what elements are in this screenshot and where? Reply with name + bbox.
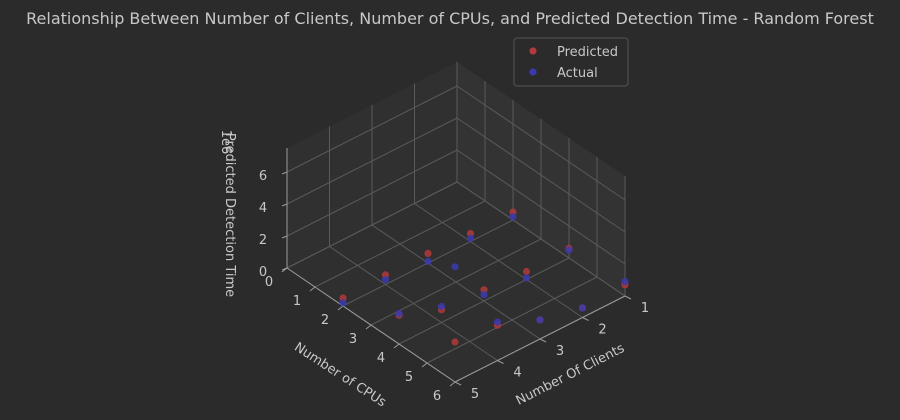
x-tick-label: 5	[471, 387, 479, 402]
actual-point	[565, 246, 573, 254]
y-tick-mark	[449, 381, 456, 387]
grid-line-z-left	[286, 149, 458, 237]
y-tick-mark	[393, 343, 400, 349]
actual-point	[451, 263, 459, 271]
actual-point	[466, 234, 475, 242]
z-tick-label: 2	[259, 233, 267, 248]
grid-line-z-right	[456, 149, 626, 265]
y-axis-label: Number of CPUs	[291, 340, 388, 411]
z-tick-mark	[281, 203, 288, 207]
data-points	[339, 208, 629, 346]
x-tick-mark	[582, 317, 589, 321]
tick-labels: 1 2 3 4 5 0 1 2 3 4 5 6 0 2 4 6	[259, 169, 649, 404]
y-tick-label: 4	[377, 351, 385, 366]
actual-point	[522, 274, 531, 282]
actual-point	[493, 318, 502, 326]
x-tick-label: 1	[641, 301, 649, 316]
y-tick-label: 5	[405, 370, 413, 385]
z-tick-label: 6	[259, 169, 267, 184]
y-tick-mark	[337, 305, 344, 311]
y-tick-label: 1	[293, 294, 301, 309]
actual-point	[480, 291, 488, 299]
grid-line-z-right	[456, 85, 626, 201]
actual-point	[509, 213, 517, 221]
z-tick-label: 0	[259, 265, 267, 280]
actual-point	[536, 316, 544, 324]
axes-panes	[287, 62, 625, 382]
actual-point	[621, 278, 629, 286]
x-tick-mark	[539, 338, 547, 343]
x-tick-label: 3	[556, 344, 564, 359]
x-tick-label: 4	[513, 366, 521, 381]
x-tick-mark	[624, 295, 632, 300]
y-tick-mark	[421, 362, 428, 368]
chart-title: Relationship Between Number of Clients, …	[26, 9, 874, 28]
legend-label-actual: Actual	[557, 66, 598, 81]
grid-line-z-right	[456, 181, 626, 297]
x-axis-label: Number Of Clients	[514, 341, 628, 409]
z-axis-label: Predicted Detection Time	[222, 133, 237, 297]
legend-marker-predicted	[529, 47, 537, 55]
predicted-point	[424, 249, 432, 257]
grid-line-z-left	[286, 85, 458, 173]
y-tick-mark	[309, 286, 316, 292]
z-tick-mark	[281, 171, 288, 175]
y-tick-mark	[365, 324, 372, 330]
grid-line-z-left	[286, 117, 458, 205]
axis-lines	[281, 148, 632, 387]
legend-box	[513, 37, 629, 87]
x-tick-label: 2	[598, 323, 606, 338]
actual-point	[424, 257, 432, 265]
actual-point	[339, 299, 347, 307]
grid-line-y-floor	[314, 200, 486, 288]
actual-point	[381, 276, 390, 284]
legend: Predicted Actual	[513, 37, 629, 87]
x-tick-mark	[454, 381, 462, 386]
actual-point	[395, 310, 403, 318]
z-offset-label: 1e6	[218, 130, 233, 155]
z-tick-mark	[281, 235, 288, 239]
actual-point	[578, 304, 587, 312]
predicted-point	[451, 338, 459, 346]
grid-line-z-left	[286, 181, 458, 269]
z-tick-mark	[281, 267, 288, 271]
grid-line-z-right	[456, 117, 626, 233]
legend-label-predicted: Predicted	[557, 45, 618, 60]
x-tick-mark	[497, 360, 504, 364]
y-tick-label: 6	[433, 389, 441, 404]
grid-line-y-floor	[426, 276, 598, 364]
y-tick-label: 3	[349, 332, 357, 347]
legend-marker-actual	[529, 68, 537, 76]
z-tick-label: 4	[259, 201, 267, 216]
grid-line-y-floor	[398, 257, 570, 345]
y-tick-label: 2	[321, 313, 329, 328]
y-tick-label: 0	[265, 275, 273, 290]
predicted-point	[522, 267, 531, 276]
actual-point	[437, 302, 446, 311]
